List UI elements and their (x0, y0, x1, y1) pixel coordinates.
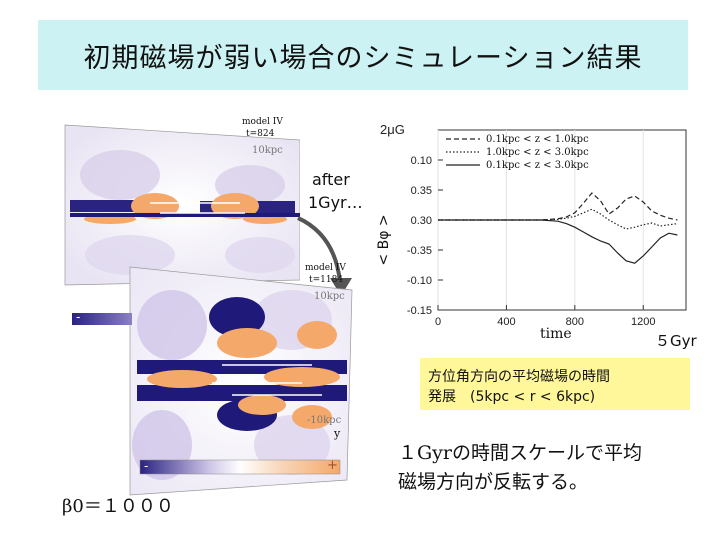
note-line1: 方位角方向の平均磁場の時間 (428, 369, 610, 385)
neg-scale-label-bottom: -10kpc (307, 415, 342, 426)
legend-label-1: 0.1kpc < z < 1.0kpc (486, 134, 589, 145)
slide-title: 初期磁場が弱い場合のシミュレーション結果 (83, 42, 643, 74)
x-tick-label: 0 (435, 316, 441, 328)
beta-label: β0＝１０００ (62, 496, 174, 517)
chart-x-axis-label: time (540, 326, 572, 342)
title-banner: 初期磁場が弱い場合のシミュレーション結果 (38, 20, 688, 90)
note-line2: 発展 (5kpc < r < 6kpc) (428, 389, 596, 405)
chart-series (438, 192, 678, 264)
conclusion-line2: 磁場方向が反転する。 (398, 471, 589, 493)
time-label-top: t=824 (246, 129, 275, 139)
model-label-top: model IV (242, 117, 283, 127)
x-tick-label: 400 (497, 316, 515, 328)
after-label-line1: after (312, 170, 350, 189)
chart-y-axis-label: < Bφ > (376, 214, 392, 265)
y-tick-label: -0.10 (407, 275, 432, 287)
conclusion-line1: １Gyrの時間スケールで平均 (398, 442, 642, 464)
time-label-bottom: t=1184 (309, 275, 344, 285)
chart-unit-label: 2μG (380, 122, 405, 137)
y-tick-label: 0.30 (411, 215, 432, 227)
bphi-time-chart: 2μG < Bφ > 0.10 0.35 0.30 -0.35 -0.10 -0.15 0… (376, 122, 687, 328)
y-tick-label: -0.35 (407, 245, 432, 257)
chart-y-ticks: 0.10 0.35 0.30 -0.35 -0.10 -0.15 (407, 155, 443, 317)
five-gyr-label: ５Gyr (655, 332, 697, 350)
sim-panel-bottom: - model IV t=1184 10kpc -10kpc y - + (62, 255, 362, 500)
y-tick-label: 0.35 (411, 185, 432, 197)
chart-x-ticks: 0 400 800 1200 (435, 305, 655, 328)
transition-arrow (297, 216, 352, 296)
note-box: 方位角方向の平均磁場の時間 発展 (5kpc < r < 6kpc) (420, 358, 690, 410)
axis-label-y: y (334, 427, 341, 440)
sim-image-bottom (129, 266, 353, 496)
colorbar-left-minus: - (76, 310, 81, 324)
scale-label-bottom: 10kpc (314, 291, 345, 302)
after-label-line2: 1Gyr… (308, 193, 363, 212)
sim-panel-top: model IV t=824 10kpc (60, 105, 300, 290)
sim-image-top (64, 124, 300, 286)
scale-label-top: 10kpc (252, 145, 283, 156)
colorbar-plus: + (327, 458, 338, 473)
x-tick-label: 800 (566, 316, 584, 328)
chart-legend: 0.1kpc < z < 1.0kpc 1.0kpc < z < 3.0kpc 0.… (446, 134, 589, 171)
y-tick-label: -0.15 (407, 305, 432, 317)
y-tick-label: 0.10 (411, 155, 432, 167)
legend-label-2: 1.0kpc < z < 3.0kpc (486, 147, 589, 158)
model-label-bottom: model IV (305, 263, 346, 273)
series-line-3 (438, 219, 678, 264)
x-tick-label: 1200 (631, 316, 655, 328)
colorbar-minus: - (144, 459, 149, 473)
colorbar-left (72, 313, 132, 325)
legend-label-3: 0.1kpc < z < 3.0kpc (486, 160, 589, 171)
